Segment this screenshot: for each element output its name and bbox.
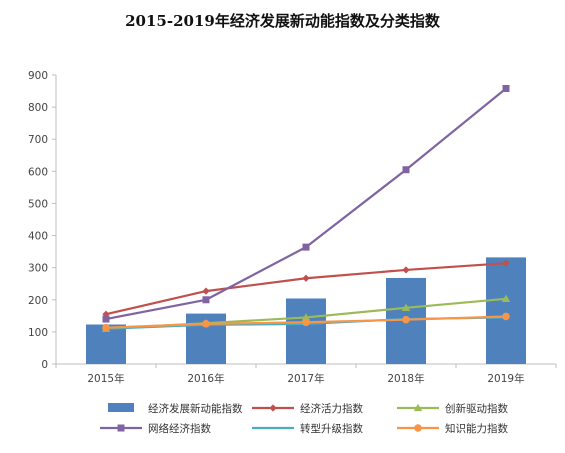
y-tick-label: 400 (28, 231, 48, 243)
data-point (202, 287, 210, 295)
legend-marker (269, 404, 277, 412)
legend-item: 知识能力指数 (397, 422, 508, 435)
legend-item: 转型升级指数 (252, 422, 363, 435)
data-point (501, 294, 511, 302)
data-point (102, 323, 110, 332)
series-知识能力指数 (102, 312, 510, 332)
x-tick-label: 2018年 (387, 372, 424, 385)
data-point (502, 84, 510, 92)
legend-item: 创新驱动指数 (397, 402, 508, 415)
legend-label: 经济活力指数 (300, 402, 363, 415)
bar-series (86, 257, 526, 364)
line-series (101, 84, 511, 332)
data-point (502, 312, 510, 321)
data-point (402, 315, 410, 324)
legend-label: 转型升级指数 (300, 422, 363, 435)
legend-item: 经济活力指数 (252, 402, 363, 415)
x-tick-label: 2017年 (287, 372, 324, 385)
legend-item: 网络经济指数 (100, 422, 211, 435)
legend-marker (117, 424, 125, 432)
axes: 0 100 200 300 400 500 600 700 800 900 2015年 2016年 20… (28, 70, 557, 385)
x-tick-label: 2019年 (487, 372, 524, 385)
data-point (402, 166, 410, 174)
y-tick-label: 200 (28, 295, 48, 307)
legend-label: 创新驱动指数 (445, 402, 508, 415)
series-line (105, 87, 507, 321)
legend-label: 经济发展新动能指数 (148, 402, 243, 415)
data-point (202, 296, 210, 304)
x-tick-label: 2015年 (87, 372, 124, 385)
data-point (202, 320, 210, 328)
data-point (302, 243, 310, 251)
bar (286, 298, 326, 364)
data-point (401, 303, 411, 311)
chart-title: 2015-2019年经济发展新动能指数及分类指数 (125, 12, 440, 30)
data-point (502, 259, 510, 267)
legend-item: 经济发展新动能指数 (108, 402, 243, 415)
y-tick-label: 500 (28, 198, 48, 210)
legend-marker (414, 424, 422, 432)
legend-swatch (108, 403, 134, 412)
data-point (102, 315, 110, 323)
y-tick-label: 100 (28, 327, 48, 339)
y-tick-label: 300 (28, 263, 48, 275)
y-tick-label: 600 (28, 166, 48, 178)
y-tick-label: 0 (41, 359, 48, 371)
bar (486, 257, 526, 364)
data-point (402, 266, 410, 274)
data-point (302, 318, 310, 327)
legend-marker (413, 403, 423, 412)
legend-label: 网络经济指数 (148, 422, 211, 435)
data-point (302, 274, 310, 282)
x-tick-label: 2016年 (187, 372, 224, 385)
y-tick-label: 800 (28, 102, 48, 114)
series-网络经济指数 (102, 84, 510, 323)
legend-label: 知识能力指数 (445, 422, 508, 435)
y-tick-label: 700 (28, 134, 48, 146)
y-tick-label: 900 (28, 70, 48, 82)
data-point (301, 313, 311, 321)
